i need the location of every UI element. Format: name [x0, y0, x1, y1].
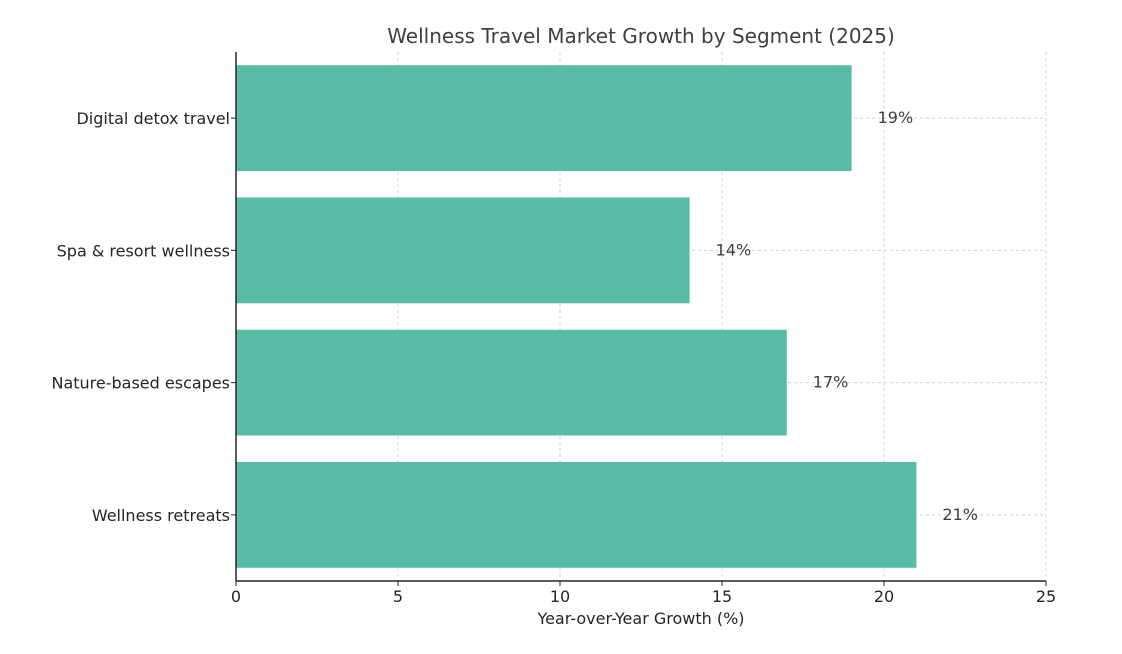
data-label: 14% — [716, 240, 752, 259]
y-category-labels: Wellness retreats Nature-based escapes Spa… — [51, 109, 230, 525]
x-tick-label: 20 — [874, 587, 894, 606]
x-tick-label: 10 — [550, 587, 570, 606]
y-category-label: Spa & resort wellness — [57, 241, 230, 260]
y-category-label: Nature-based escapes — [51, 374, 230, 393]
x-tick-label: 5 — [393, 587, 403, 606]
x-tick-label: 15 — [712, 587, 732, 606]
data-labels: 21% 17% 14% 19% — [716, 108, 978, 524]
x-ticks: 0 5 10 15 20 25 — [231, 117, 1056, 606]
x-tick-label: 25 — [1036, 587, 1056, 606]
x-tick-label: 0 — [231, 587, 241, 606]
bar — [236, 461, 917, 568]
data-label: 21% — [942, 505, 978, 524]
x-axis-title: Year-over-Year Growth (%) — [536, 609, 744, 628]
bar — [236, 197, 690, 304]
axes — [235, 52, 1046, 582]
bar — [236, 65, 852, 172]
data-label: 19% — [878, 108, 914, 127]
bars — [236, 65, 917, 568]
chart-title: Wellness Travel Market Growth by Segment… — [387, 24, 895, 48]
data-label: 17% — [813, 373, 849, 392]
bar — [236, 329, 787, 436]
y-category-label: Digital detox travel — [76, 109, 230, 128]
y-category-label: Wellness retreats — [92, 506, 230, 525]
